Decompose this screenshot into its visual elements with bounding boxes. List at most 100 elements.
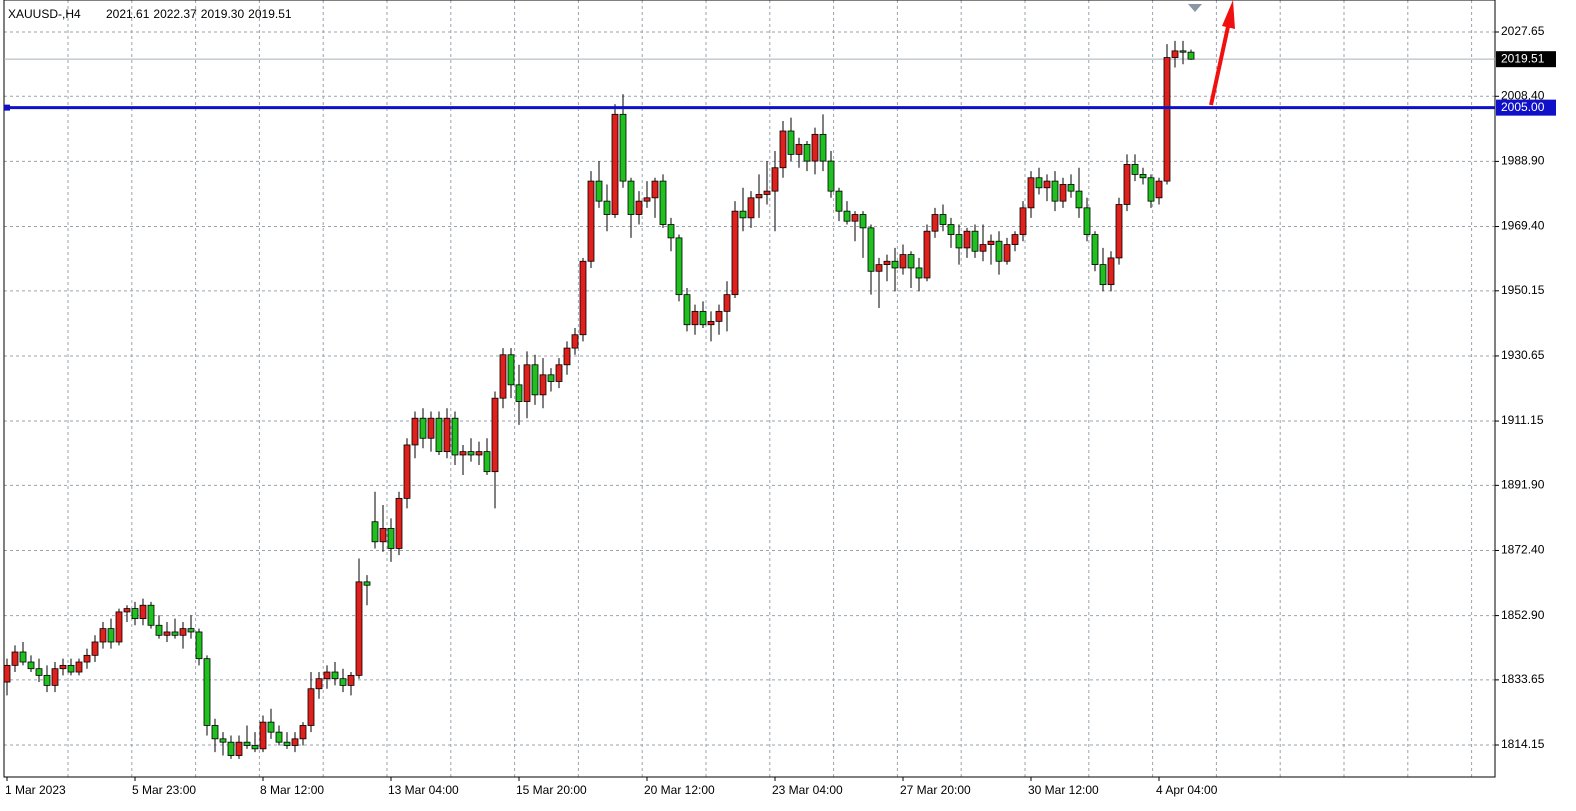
- candle-body: [91, 641, 99, 656]
- candle-body: [1123, 164, 1131, 205]
- x-tick-label: 15 Mar 20:00: [516, 783, 587, 797]
- header-value: 2019.51: [248, 7, 292, 21]
- candle-body: [51, 668, 59, 686]
- header-values: 2021.61 2022.37 2019.30 2019.51: [106, 7, 292, 21]
- candle-body: [259, 721, 267, 750]
- candle-body: [171, 631, 179, 636]
- y-tick-label: 1852.90: [1501, 608, 1545, 622]
- candle-body: [867, 227, 875, 272]
- candle-body: [915, 267, 923, 279]
- candle-body: [843, 210, 851, 222]
- x-tick-label: 27 Mar 20:00: [900, 783, 971, 797]
- x-tick-label: 20 Mar 12:00: [644, 783, 715, 797]
- candle-body: [347, 674, 355, 686]
- grid: [4, 0, 1495, 777]
- candle-body: [123, 608, 131, 613]
- x-tick-label: 8 Mar 12:00: [260, 783, 324, 797]
- candle-body: [267, 721, 275, 733]
- level-handle: [4, 104, 10, 111]
- candle-body: [619, 113, 627, 182]
- header-value: 2022.37: [153, 7, 197, 21]
- candle-body: [627, 180, 635, 215]
- candle-body: [643, 197, 651, 202]
- candle-body: [899, 254, 907, 269]
- candle-body: [1083, 207, 1091, 235]
- candle-body: [59, 664, 67, 670]
- candle-body: [451, 417, 459, 456]
- candle-body: [523, 364, 531, 402]
- y-tick-label: 2008.40: [1501, 88, 1545, 102]
- candle-body: [363, 581, 371, 586]
- candle-body: [891, 260, 899, 269]
- candle-body: [1155, 180, 1163, 199]
- candle-body: [115, 611, 123, 643]
- candle-body: [339, 678, 347, 686]
- candle-body: [43, 674, 51, 686]
- header-value: 2021.61: [106, 7, 150, 21]
- candle-body: [667, 224, 675, 239]
- level-box: [1496, 99, 1556, 116]
- candle-body: [979, 244, 987, 252]
- arrow-shaft: [1209, 21, 1231, 106]
- candle-body: [139, 604, 147, 620]
- candle-body: [939, 214, 947, 225]
- candle-body: [827, 160, 835, 192]
- current-price-label: 2019.51: [1501, 51, 1545, 65]
- candle-body: [555, 364, 563, 382]
- candle-body: [243, 741, 251, 746]
- x-tick-label: 30 Mar 12:00: [1028, 783, 1099, 797]
- candle-body: [411, 417, 419, 446]
- candle-body: [851, 214, 859, 222]
- candle-body: [147, 604, 155, 626]
- candle-body: [227, 741, 235, 756]
- candle-body: [507, 354, 515, 386]
- candle-body: [1179, 50, 1187, 53]
- y-tick-label: 1930.65: [1501, 348, 1545, 362]
- candle-body: [1099, 264, 1107, 286]
- candle-body: [635, 200, 643, 215]
- candle-body: [659, 180, 667, 225]
- candle-body: [219, 738, 227, 743]
- candle-body: [299, 725, 307, 740]
- candle-body: [467, 451, 475, 456]
- candle-body: [763, 190, 771, 195]
- candle-body: [459, 451, 467, 456]
- candle-body: [235, 741, 243, 756]
- candle-body: [195, 631, 203, 660]
- candle-body: [187, 628, 195, 633]
- candle-body: [131, 608, 139, 620]
- candle-body: [35, 668, 43, 676]
- x-tick-label: 13 Mar 04:00: [388, 783, 459, 797]
- candle-body: [923, 230, 931, 279]
- candle-body: [819, 133, 827, 162]
- candle-body: [875, 264, 883, 272]
- candle-body: [203, 658, 211, 726]
- x-tick-label: 4 Apr 04:00: [1156, 783, 1218, 797]
- y-tick-label: 1911.15: [1501, 413, 1544, 427]
- candle-body: [1147, 177, 1155, 202]
- candle-body: [275, 731, 283, 743]
- candle-body: [883, 260, 891, 265]
- chart-title: XAUUSD-,H4: [8, 7, 81, 21]
- candle-body: [963, 230, 971, 249]
- candle-body: [547, 374, 555, 382]
- candle-body: [1003, 244, 1011, 262]
- plot-frame: [3, 0, 1496, 778]
- candle-body: [75, 661, 83, 673]
- candle-body: [19, 651, 27, 663]
- candle-body: [947, 224, 955, 235]
- candle-body: [1067, 184, 1075, 192]
- candle-body: [755, 194, 763, 199]
- candle-body: [1163, 57, 1171, 182]
- y-tick-label: 1969.40: [1501, 219, 1545, 233]
- current-price-box: [1496, 51, 1556, 68]
- candle-body: [859, 214, 867, 229]
- candle-body: [1075, 190, 1083, 209]
- candle-body: [675, 237, 683, 296]
- candle-body: [107, 628, 115, 643]
- candle-body: [563, 347, 571, 366]
- candle-body: [1011, 234, 1019, 245]
- candle-body: [539, 374, 547, 396]
- y-tick-label: 1814.15: [1501, 737, 1545, 751]
- candle-body: [691, 310, 699, 326]
